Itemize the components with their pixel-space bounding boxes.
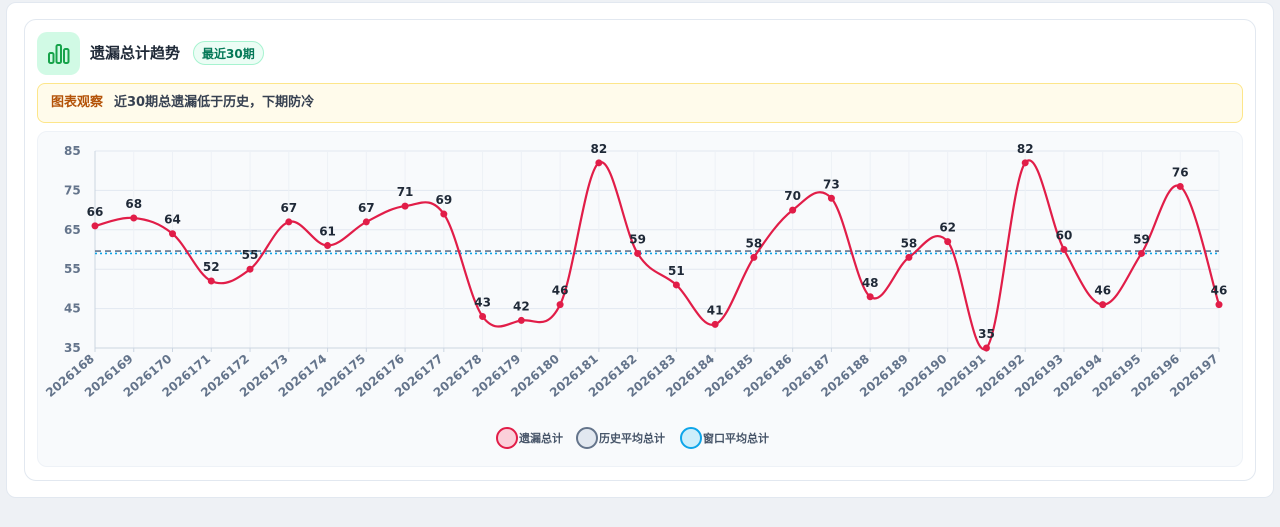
data-label: 51 — [668, 264, 685, 278]
data-point — [750, 253, 758, 261]
data-point — [634, 249, 642, 257]
data-point — [401, 202, 409, 210]
data-point — [866, 293, 874, 301]
data-label: 46 — [1094, 284, 1111, 298]
legend-item-label: 遗漏总计 — [518, 431, 563, 445]
legend-item-label: 窗口平均总计 — [703, 431, 769, 445]
observation-text: 近30期总遗漏低于历史，下期防冷 — [114, 95, 315, 110]
data-label: 58 — [746, 236, 763, 250]
legend-item-label: 历史平均总计 — [599, 431, 665, 445]
data-point — [1099, 301, 1107, 309]
bar-chart-icon — [37, 32, 80, 75]
chart-area — [37, 131, 1243, 467]
chart-title: 遗漏总计趋势 — [90, 44, 181, 62]
data-point — [982, 344, 990, 352]
data-point — [672, 281, 680, 289]
data-label: 60 — [1056, 229, 1073, 243]
data-point — [324, 242, 332, 250]
data-label: 55 — [242, 248, 259, 262]
data-point — [827, 194, 835, 202]
data-point — [1060, 246, 1068, 253]
data-point — [207, 277, 215, 285]
data-label: 61 — [319, 225, 336, 239]
y-tick-label: 35 — [64, 341, 81, 355]
data-label: 67 — [280, 201, 297, 215]
data-label: 59 — [629, 232, 646, 246]
data-label: 41 — [707, 303, 724, 317]
data-point — [362, 218, 370, 226]
legend-swatch — [496, 427, 518, 449]
data-point — [91, 222, 99, 230]
data-label: 35 — [978, 327, 995, 341]
y-tick-label: 85 — [64, 144, 81, 158]
data-point — [789, 206, 797, 214]
data-label: 62 — [939, 221, 956, 235]
data-label: 73 — [823, 177, 840, 191]
data-label: 68 — [125, 197, 142, 211]
series-line-missing-total — [94, 159, 1221, 351]
observation-banner: 图表观察 近30期总遗漏低于历史，下期防冷 — [37, 83, 1243, 123]
data-point — [556, 301, 564, 309]
data-label: 70 — [784, 189, 801, 203]
data-point — [1021, 159, 1029, 167]
data-label: 76 — [1172, 165, 1189, 179]
data-point — [905, 253, 913, 261]
data-label: 46 — [1211, 284, 1228, 298]
observation-label: 图表观察 — [51, 95, 104, 110]
data-label: 66 — [87, 205, 104, 219]
data-point — [440, 210, 448, 218]
data-point — [1176, 182, 1184, 190]
data-point — [1137, 249, 1145, 257]
data-label: 43 — [474, 295, 491, 309]
y-tick-label: 45 — [64, 302, 81, 316]
data-label: 58 — [901, 236, 918, 250]
data-point — [130, 214, 138, 222]
data-label: 71 — [397, 185, 414, 199]
data-label: 59 — [1133, 232, 1150, 246]
legend-swatch — [576, 427, 598, 449]
data-point — [169, 230, 177, 238]
period-badge: 最近30期 — [193, 41, 264, 65]
data-point — [944, 238, 952, 246]
data-label: 67 — [358, 201, 375, 215]
data-point — [711, 320, 719, 328]
data-point — [517, 316, 525, 324]
data-label: 82 — [591, 142, 608, 156]
legend-swatch — [680, 427, 702, 449]
data-label: 82 — [1017, 142, 1034, 156]
data-point — [595, 159, 603, 167]
data-label: 52 — [203, 260, 220, 274]
data-label: 48 — [862, 276, 879, 290]
data-point — [246, 265, 254, 273]
y-tick-label: 65 — [64, 223, 81, 237]
data-point — [285, 218, 293, 226]
data-label: 69 — [435, 193, 452, 207]
data-point — [1215, 301, 1223, 309]
y-tick-label: 75 — [64, 183, 81, 197]
data-label: 42 — [513, 299, 530, 313]
data-point — [479, 312, 487, 320]
data-label: 46 — [552, 284, 569, 298]
y-tick-label: 55 — [64, 262, 81, 276]
data-label: 64 — [164, 213, 181, 227]
